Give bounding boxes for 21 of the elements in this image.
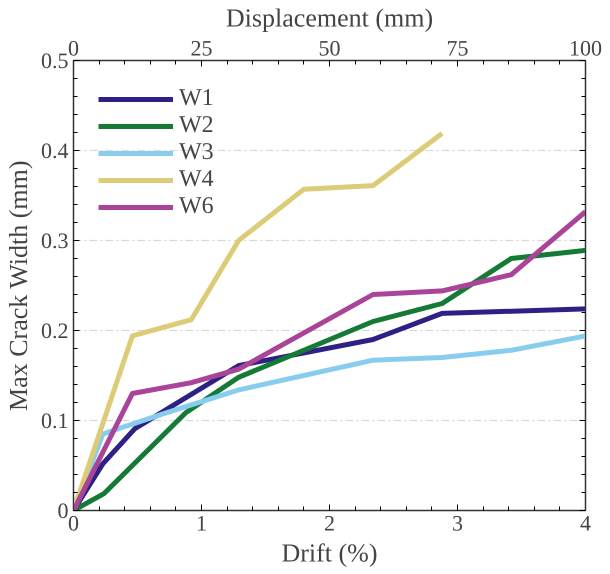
x-tick-label: 2 (324, 510, 335, 536)
legend-label: W1 (179, 85, 214, 112)
legend-label: W2 (179, 112, 214, 139)
x2-tick-label: 75 (446, 36, 468, 60)
y-tick-label: 0.2 (41, 318, 68, 343)
legend-label: W3 (179, 139, 214, 166)
x-axis-title: Drift (%) (281, 538, 378, 568)
x2-tick-label: 50 (318, 36, 340, 60)
x2-axis-title: Displacement (mm) (226, 4, 434, 32)
y-tick-label: 0.1 (41, 408, 68, 433)
y-tick-label: 0.5 (41, 48, 68, 73)
legend-label: W4 (179, 166, 214, 193)
legend-label: W6 (179, 193, 214, 220)
y-tick-label: 0.4 (41, 138, 68, 163)
y-tick-label: 0.3 (41, 228, 68, 253)
x-tick-label: 1 (196, 510, 207, 536)
x-tick-label: 3 (452, 510, 463, 536)
x2-tick-label: 25 (190, 36, 212, 60)
y-axis-title: Max Crack Width (mm) (4, 160, 33, 411)
x-tick-label: 4 (580, 510, 591, 536)
x2-tick-label: 100 (569, 36, 602, 60)
